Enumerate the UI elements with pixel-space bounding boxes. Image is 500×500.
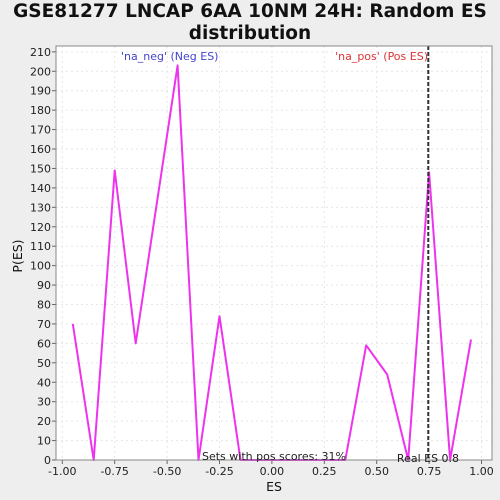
y-tick-label: 200 [30,65,51,78]
y-tick-label: 20 [37,415,51,428]
y-tick-label: 10 [37,435,51,448]
y-tick-label: 150 [30,162,51,175]
y-tick-label: 0 [44,454,51,467]
y-tick-label: 160 [30,143,51,156]
y-tick-label: 70 [37,318,51,331]
x-tick-label: -0.75 [100,465,128,478]
sets-with-pos-scores-label: Sets with pos scores: 31% [202,450,346,463]
y-tick-label: 140 [30,182,51,195]
y-tick-label: 40 [37,376,51,389]
real-es-label: Real ES 0.8 [397,452,459,465]
x-tick-label: 0.00 [260,465,285,478]
y-tick-label: 130 [30,201,51,214]
y-tick-label: 50 [37,357,51,370]
x-tick-label: 0.50 [364,465,389,478]
chart-title: GSE81277 LNCAP 6AA 10NM 24H: Random ES d… [13,1,487,44]
y-tick-label: 180 [30,104,51,117]
y-tick-label: 60 [37,337,51,350]
y-tick-label: 30 [37,396,51,409]
x-tick-label: -0.25 [205,465,233,478]
x-tick-label: -1.00 [48,465,76,478]
plot-background [56,46,492,460]
plot-frame [55,45,493,461]
x-tick-label: 0.75 [417,465,442,478]
y-tick-label: 100 [30,260,51,273]
y-tick-label: 190 [30,85,51,98]
y-tick-label: 90 [37,279,51,292]
y-tick-label: 110 [30,240,51,253]
x-tick-label: 0.25 [312,465,337,478]
x-tick-label: 1.00 [469,465,494,478]
y-axis-label: P(ES) [10,239,25,272]
y-axis: 0 10 20 30 40 50 60 70 80 90 100 110 120 130 140 150 160… [30,46,56,467]
x-axis: -1.00 -0.75 -0.50 -0.25 0.00 0.25 0.50 0.75 1.00 [48,460,494,478]
x-axis-label: ES [266,479,282,494]
y-tick-label: 170 [30,124,51,137]
y-tick-label: 80 [37,299,51,312]
neg-es-label: 'na_neg' (Neg ES) [121,50,218,63]
y-tick-label: 120 [30,221,51,234]
y-tick-label: 210 [30,46,51,59]
x-tick-label: -0.50 [153,465,181,478]
pos-es-label: 'na_pos' (Pos ES) [335,50,428,63]
